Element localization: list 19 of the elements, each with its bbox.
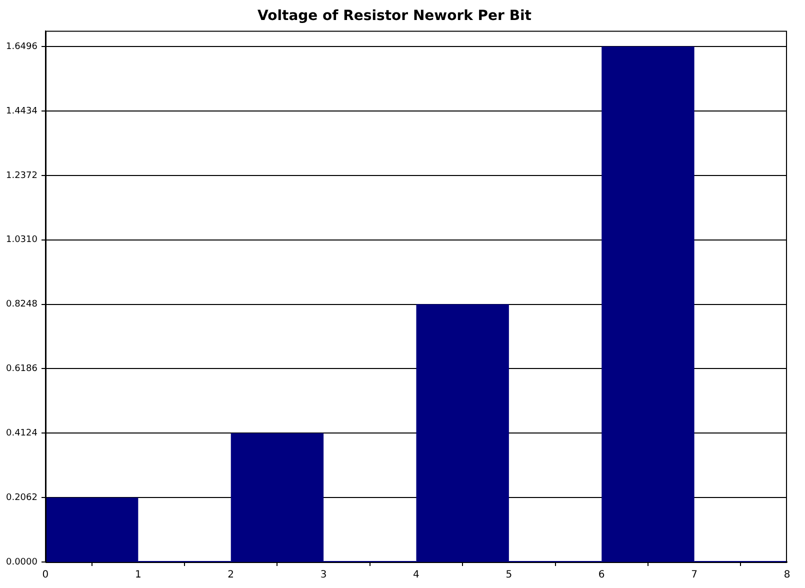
y-tick-label: 1.0310 [6, 235, 38, 246]
chart-title: Voltage of Resistor Nework Per Bit [258, 8, 532, 24]
y-tick-label: 1.4434 [6, 106, 38, 116]
x-tick-label: 8 [784, 570, 790, 581]
y-tick-label: 0.2062 [6, 492, 38, 503]
x-tick-label: 6 [598, 570, 605, 581]
x-tick-label: 1 [134, 570, 142, 581]
y-tick-label: 1.6496 [6, 42, 38, 52]
x-tick-label: 7 [691, 570, 698, 581]
x-tick-label: 4 [413, 570, 420, 581]
y-tick-label: 1.2372 [6, 170, 38, 181]
y-tick-label: 0.4124 [6, 428, 38, 438]
y-tick-label: 0.0000 [6, 557, 38, 568]
x-tick-label: 3 [320, 570, 327, 581]
x-tick-label: 5 [506, 570, 512, 581]
y-tick-label: 0.8248 [6, 300, 38, 310]
x-tick-label: 0 [42, 570, 49, 581]
y-tick-label: 0.6186 [6, 364, 38, 374]
x-tick-label: 2 [228, 570, 234, 581]
